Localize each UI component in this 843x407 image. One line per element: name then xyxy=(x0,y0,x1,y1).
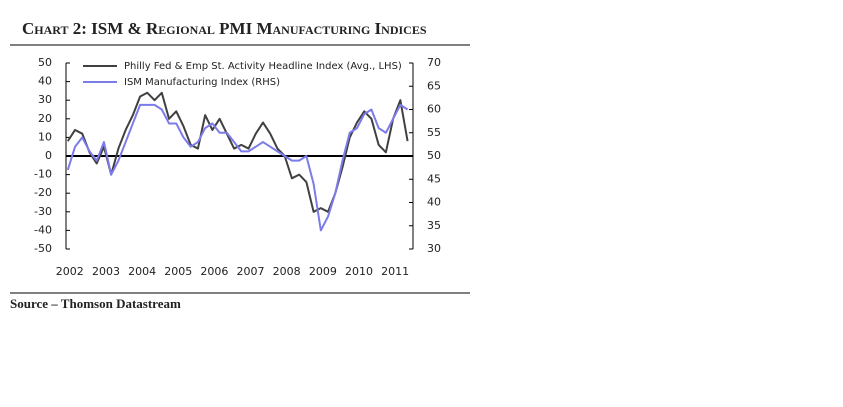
legend-label: ISM Manufacturing Index (RHS) xyxy=(124,77,280,88)
x-tick-label: 2007 xyxy=(237,265,265,278)
y2-tick-label: 45 xyxy=(427,172,441,185)
y-tick-label: -10 xyxy=(34,168,52,181)
x-tick-label: 2008 xyxy=(273,265,301,278)
x-tick-label: 2006 xyxy=(200,265,228,278)
y-tick-label: -20 xyxy=(34,186,52,199)
x-tick-label: 2002 xyxy=(56,265,84,278)
y2-tick-label: 30 xyxy=(427,242,441,255)
y-tick-label: 0 xyxy=(45,149,52,162)
y2-tick-label: 65 xyxy=(427,79,441,92)
x-tick-label: 2010 xyxy=(345,265,373,278)
x-tick-label: 2005 xyxy=(164,265,192,278)
chart-title: Chart 2: ISM & Regional PMI Manufacturin… xyxy=(22,19,427,38)
y2-tick-label: 55 xyxy=(427,126,441,139)
y-tick-label: -40 xyxy=(34,223,52,236)
x-tick-label: 2009 xyxy=(309,265,337,278)
y-tick-label: 30 xyxy=(38,93,52,106)
x-tick-label: 2011 xyxy=(381,265,409,278)
y2-tick-label: 70 xyxy=(427,56,441,69)
x-tick-label: 2004 xyxy=(128,265,156,278)
series-line xyxy=(66,91,409,213)
y-tick-label: -50 xyxy=(34,242,52,255)
y2-tick-label: 50 xyxy=(427,149,441,162)
y-tick-label: 50 xyxy=(38,56,52,69)
series-line xyxy=(66,103,409,232)
y-tick-label: -30 xyxy=(34,205,52,218)
y-tick-label: 40 xyxy=(38,75,52,88)
y2-tick-label: 35 xyxy=(427,219,441,232)
y-tick-label: 20 xyxy=(38,112,52,125)
source: Source – Thomson Datastream xyxy=(10,296,181,311)
y2-tick-label: 40 xyxy=(427,196,441,209)
y2-tick-label: 60 xyxy=(427,103,441,116)
legend-label: Philly Fed & Emp St. Activity Headline I… xyxy=(124,61,402,72)
y-tick-label: 10 xyxy=(38,130,52,143)
x-tick-label: 2003 xyxy=(92,265,120,278)
